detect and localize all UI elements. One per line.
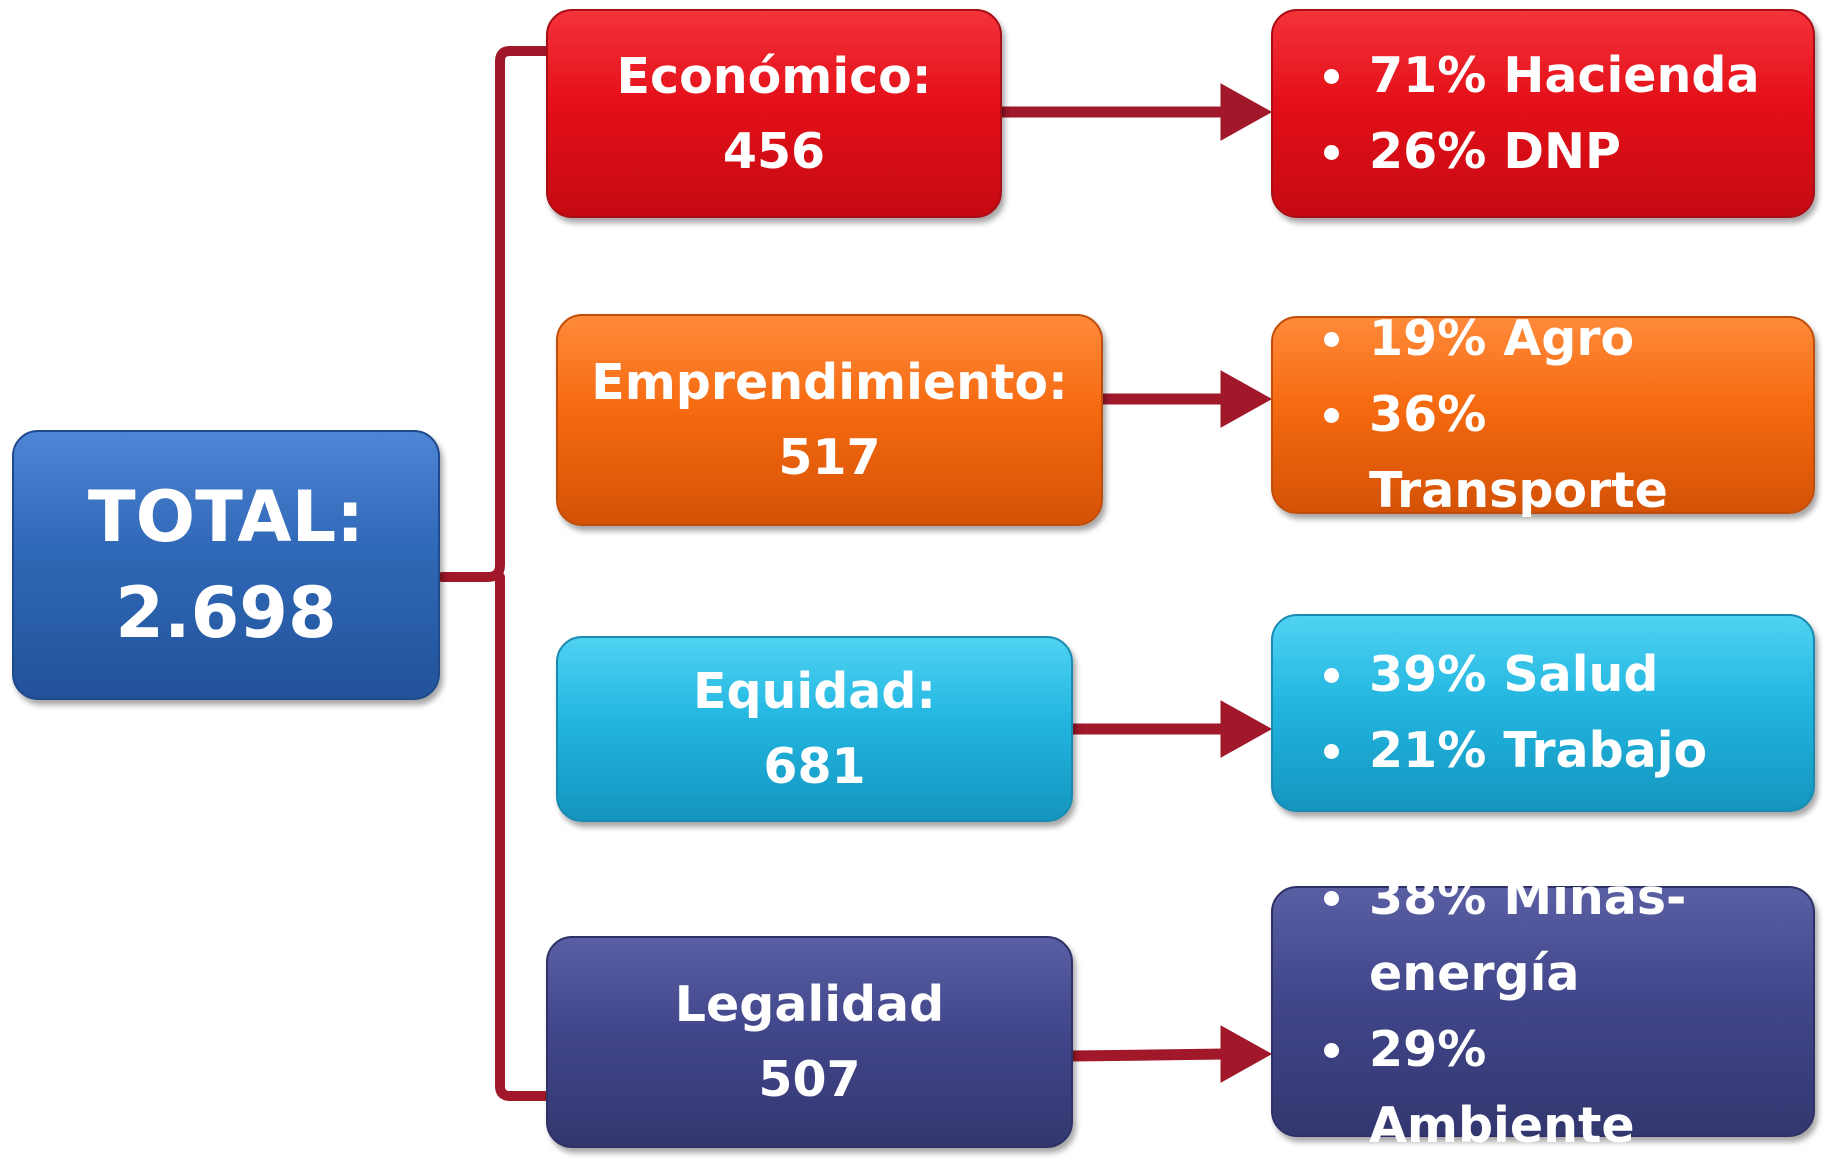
detail-item: 39% Salud: [1361, 637, 1707, 713]
category-value: 681: [763, 738, 866, 795]
detail-list: 19% Agro 36% Transporte: [1273, 301, 1813, 529]
arrow-head: [1220, 1025, 1273, 1083]
detail-list: 39% Salud 21% Trabajo: [1273, 637, 1727, 789]
detail-box: 38% Minas-energía 29% Ambiente: [1271, 869, 1815, 1154]
detail-item: 71% Hacienda: [1361, 38, 1760, 114]
detail-item: 26% DNP: [1361, 114, 1760, 190]
detail-list: 38% Minas-energía 29% Ambiente: [1273, 860, 1711, 1164]
category-value: 517: [778, 429, 881, 486]
arrows: [1002, 83, 1273, 1083]
detail-box: 71% Hacienda 26% DNP: [1271, 9, 1815, 218]
detail-box: 19% Agro 36% Transporte: [1271, 310, 1815, 519]
category-value: 507: [758, 1051, 861, 1108]
arrow-head: [1220, 370, 1273, 428]
category-value: 456: [722, 122, 826, 180]
category-box: Económico: 456: [546, 9, 1002, 218]
connectors: [437, 46, 1273, 1101]
arrow: [1072, 1048, 1226, 1062]
category-box: Emprendimiento: 517: [556, 314, 1103, 526]
bracket: [437, 46, 551, 1101]
detail-box: 39% Salud 21% Trabajo: [1271, 614, 1815, 812]
total-box: TOTAL: 2.698: [12, 430, 440, 700]
detail-item: 19% Agro: [1361, 301, 1793, 377]
category-label: Emprendimiento:: [591, 354, 1068, 411]
page: {"total": {"label": "TOTAL:", "value": "…: [0, 0, 1824, 1139]
detail-item: 29% Ambiente: [1361, 1012, 1691, 1164]
arrow-head: [1220, 700, 1273, 758]
category-label: Equidad:: [692, 663, 937, 720]
category-box: Legalidad 507: [546, 936, 1073, 1148]
detail-item: 38% Minas-energía: [1361, 860, 1691, 1012]
detail-item: 36% Transporte: [1361, 377, 1793, 529]
total-label: TOTAL:: [87, 476, 365, 558]
detail-item: 21% Trabajo: [1361, 713, 1707, 789]
category-label: Económico:: [616, 47, 932, 105]
total-value: 2.698: [115, 572, 337, 654]
arrow-head: [1220, 83, 1273, 141]
category-label: Legalidad: [674, 976, 945, 1033]
category-box: Equidad: 681: [556, 636, 1073, 822]
detail-list: 71% Hacienda 26% DNP: [1273, 38, 1780, 190]
